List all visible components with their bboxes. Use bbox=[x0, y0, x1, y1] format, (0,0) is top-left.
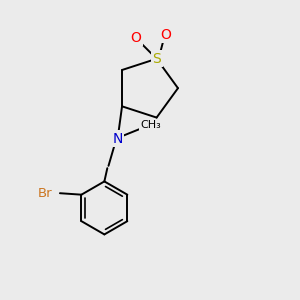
Text: N: N bbox=[112, 132, 123, 146]
Text: Br: Br bbox=[38, 187, 52, 200]
Text: S: S bbox=[152, 52, 161, 66]
Text: O: O bbox=[160, 28, 171, 42]
Text: O: O bbox=[130, 31, 141, 45]
Text: CH₃: CH₃ bbox=[140, 120, 161, 130]
